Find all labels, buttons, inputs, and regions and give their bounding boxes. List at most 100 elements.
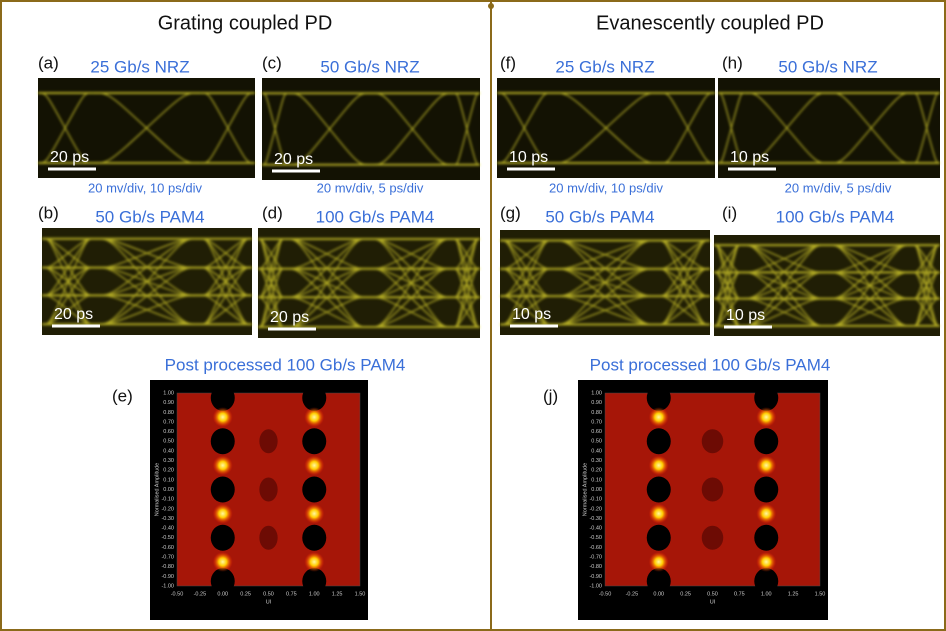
y-tick-label: -0.70: [589, 555, 602, 561]
x-axis-label: UI: [710, 599, 716, 605]
x-tick-label: 0.75: [286, 591, 297, 597]
y-axis-label: Normalised Amplitude: [582, 463, 588, 517]
y-tick-label: 0.10: [163, 477, 174, 483]
eye-crossing: [304, 552, 324, 572]
eye-crossing: [213, 504, 233, 524]
eye-opening: [647, 525, 671, 551]
y-tick-label: 1.00: [591, 390, 602, 396]
panel-label: (f): [500, 53, 516, 72]
eye-crossing: [649, 504, 669, 524]
x-tick-label: 0.50: [263, 591, 274, 597]
y-tick-label: 0.60: [163, 429, 174, 435]
panel-label: (e): [112, 386, 133, 405]
panel-caption: 50 Gb/s PAM4: [545, 207, 654, 226]
y-tick-label: -1.00: [589, 583, 602, 589]
x-tick-label: -0.50: [171, 591, 184, 597]
eye-opening: [754, 385, 778, 411]
eye-crossing: [649, 552, 669, 572]
y-tick-label: 0.00: [163, 487, 174, 493]
x-tick-label: -0.25: [194, 591, 207, 597]
x-tick-label: 0.00: [653, 591, 664, 597]
eye-opening: [302, 568, 326, 594]
eye-opening: [754, 568, 778, 594]
panel-caption: 100 Gb/s PAM4: [776, 207, 895, 226]
panel-label: (a): [38, 53, 59, 72]
x-axis-label: UI: [266, 599, 272, 605]
x-tick-label: 1.00: [761, 591, 772, 597]
eye-opening: [754, 525, 778, 551]
y-tick-label: 0.00: [591, 487, 602, 493]
x-tick-label: 1.25: [332, 591, 343, 597]
eye-opening: [211, 568, 235, 594]
eye-opening: [211, 525, 235, 551]
y-tick-label: -0.70: [161, 555, 174, 561]
y-tick-label: 0.30: [163, 458, 174, 464]
panel-label: (b): [38, 203, 59, 222]
eye-crossing: [756, 407, 776, 427]
eye-crossing: [213, 407, 233, 427]
eye-crossing: [304, 504, 324, 524]
y-tick-label: -0.60: [161, 545, 174, 551]
y-tick-label: 0.40: [591, 448, 602, 454]
y-tick-label: 0.50: [591, 439, 602, 445]
x-tick-label: 1.00: [309, 591, 320, 597]
x-tick-label: 1.50: [355, 591, 366, 597]
scale-bar-label: 20 ps: [270, 309, 309, 326]
post-title: Post processed 100 Gb/s PAM4: [590, 355, 831, 374]
eye-opening: [302, 385, 326, 411]
y-tick-label: 0.20: [163, 468, 174, 474]
panel-label: (j): [543, 386, 558, 405]
scale-bar-label: 20 ps: [50, 149, 89, 166]
panel-label: (h): [722, 53, 743, 72]
x-tick-label: -0.25: [626, 591, 639, 597]
eye-opening: [647, 477, 671, 503]
eye-crossing: [304, 407, 324, 427]
panel-note: 20 mv/div, 5 ps/div: [317, 180, 424, 195]
y-tick-label: -0.30: [161, 516, 174, 522]
y-tick-label: -0.50: [589, 535, 602, 541]
panel-note: 20 mv/div, 10 ps/div: [88, 180, 202, 195]
scale-bar-label: 20 ps: [54, 306, 93, 323]
y-tick-label: 0.20: [591, 468, 602, 474]
y-tick-label: 0.40: [163, 448, 174, 454]
eye-opening: [259, 429, 277, 453]
panel-label: (i): [722, 203, 737, 222]
scale-bar-label: 10 ps: [730, 149, 769, 166]
x-tick-label: 0.25: [680, 591, 691, 597]
y-tick-label: -0.80: [589, 564, 602, 570]
y-tick-label: 0.60: [591, 429, 602, 435]
y-axis-label: Normalised Amplitude: [154, 463, 160, 517]
panel-label: (d): [262, 203, 283, 222]
y-tick-label: -0.20: [161, 506, 174, 512]
x-tick-label: 0.75: [734, 591, 745, 597]
eye-opening: [259, 478, 277, 502]
y-tick-label: -1.00: [161, 583, 174, 589]
x-tick-label: 1.25: [788, 591, 799, 597]
eye-opening: [647, 568, 671, 594]
eye-crossing: [756, 552, 776, 572]
eye-opening: [211, 385, 235, 411]
section-title: Grating coupled PD: [158, 12, 333, 34]
y-tick-label: 0.70: [163, 419, 174, 425]
y-tick-label: -0.10: [589, 497, 602, 503]
y-tick-label: -0.80: [161, 564, 174, 570]
eye-opening: [702, 478, 724, 502]
x-tick-label: 0.50: [707, 591, 718, 597]
eye-crossing: [213, 552, 233, 572]
eye-crossing: [649, 455, 669, 475]
panel-caption: 50 Gb/s NRZ: [320, 57, 419, 76]
x-tick-label: -0.50: [599, 591, 612, 597]
y-tick-label: -0.60: [589, 545, 602, 551]
y-tick-label: -0.50: [161, 535, 174, 541]
eye-opening: [754, 477, 778, 503]
y-tick-label: -0.30: [589, 516, 602, 522]
panel-caption: 50 Gb/s PAM4: [95, 207, 204, 226]
panel-label: (c): [262, 53, 282, 72]
eye-crossing: [649, 407, 669, 427]
scale-bar-label: 20 ps: [274, 151, 313, 168]
eye-crossing: [304, 455, 324, 475]
eye-opening: [702, 526, 724, 550]
eye-opening: [211, 428, 235, 454]
panel-caption: 50 Gb/s NRZ: [778, 57, 877, 76]
eye-opening: [702, 429, 724, 453]
